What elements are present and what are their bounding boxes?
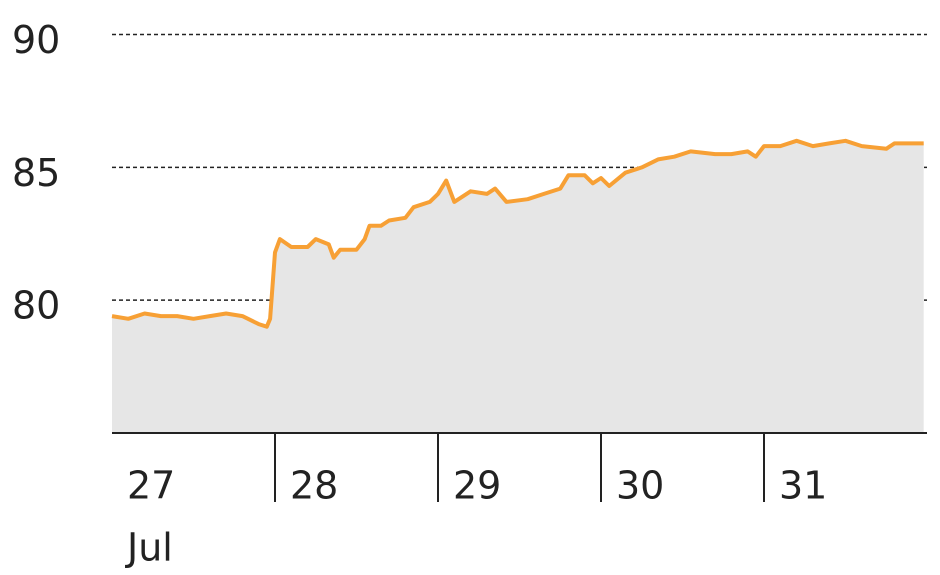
x-tick-label: 30	[616, 464, 664, 508]
y-tick-label: 80	[12, 284, 60, 328]
x-tick-label: 28	[290, 464, 338, 508]
y-tick-label: 85	[12, 151, 60, 195]
line	[111, 138, 924, 329]
x-tick-label: 31	[779, 464, 827, 508]
x-tick-label: 29	[453, 464, 501, 508]
month-label: Jul	[125, 526, 173, 570]
area	[112, 140, 924, 434]
y-tick-label: 90	[12, 18, 60, 62]
x-tick-label: 27	[127, 464, 175, 508]
